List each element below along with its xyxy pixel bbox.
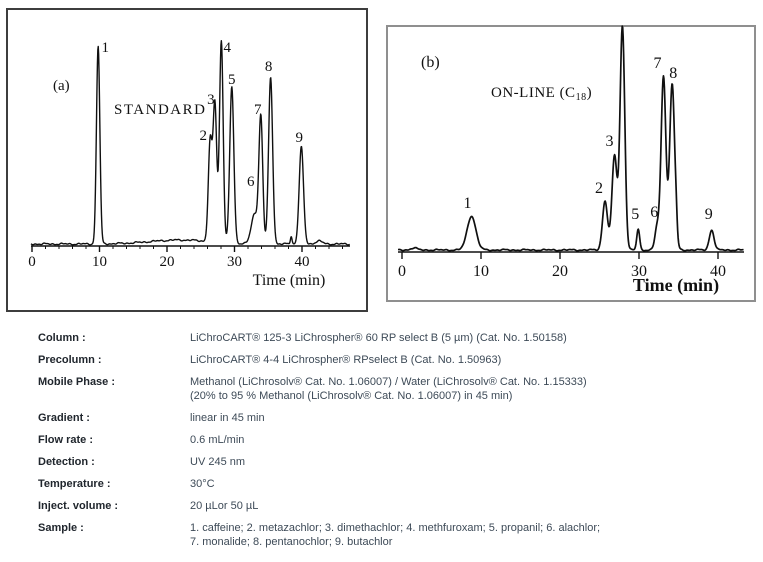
condition-label-gradient: Gradient : <box>38 412 90 424</box>
condition-value-detection: UV 245 nm <box>190 456 246 468</box>
chromatogram-panel-a: 0 10 20 30 40 Time (min) 1 2 3 4 5 6 7 8 9 (a) STANDAR… <box>6 8 368 312</box>
condition-row-detection: Detection : UV 245 nm <box>38 455 750 469</box>
peak-label-5: 5 <box>228 72 236 88</box>
x-tick-label: 10 <box>473 263 489 280</box>
peak-label-8: 8 <box>265 59 273 75</box>
condition-row-mobile-phase: Mobile Phase : Methanol (LiChrosolv® Cat.… <box>38 375 750 403</box>
x-tick-label: 0 <box>398 263 406 280</box>
peak-label-9: 9 <box>296 130 304 146</box>
peak-label-3: 3 <box>207 92 215 108</box>
condition-label-precolumn: Precolumn : <box>38 354 102 366</box>
condition-label-column: Column : <box>38 332 86 344</box>
peak-label-6: 6 <box>650 204 658 221</box>
peak-label-5: 5 <box>631 206 639 223</box>
x-tick-label: 30 <box>631 263 647 280</box>
condition-value-precolumn: LiChroCART® 4-4 LiChrospher® RPselect B … <box>190 354 502 366</box>
x-tick-label: 20 <box>160 254 175 270</box>
panel-b-title-main: ON-LINE (C <box>491 85 576 101</box>
chromatogram-panel-b: 0 10 20 30 40 Time (min) 1 2 3 5 6 7 8 9 (b) ON-LINE … <box>386 25 756 302</box>
condition-row-sample: Sample : 1. caffeine; 2. metazachlor; 3. … <box>38 521 750 549</box>
x-tick-label: 40 <box>295 254 310 270</box>
condition-value-column: LiChroCART® 125-3 LiChrospher® 60 RP sel… <box>190 332 567 344</box>
condition-value-inject-volume: 20 µLor 50 µL <box>190 500 259 512</box>
panel-b-label: (b) <box>421 54 440 71</box>
peak-label-8: 8 <box>669 65 677 82</box>
condition-label-detection: Detection : <box>38 456 95 468</box>
condition-row-gradient: Gradient : linear in 45 min <box>38 411 750 425</box>
condition-label-mobile-phase: Mobile Phase : <box>38 376 116 388</box>
x-tick-label: 20 <box>552 263 568 280</box>
chromatogram-a-plot: 0 10 20 30 40 Time (min) 1 2 3 4 5 6 7 8 9 <box>28 40 351 289</box>
chromatogram-trace <box>30 40 351 246</box>
condition-value-sample: 1. caffeine; 2. metazachlor; 3. dimethac… <box>190 522 601 548</box>
peak-label-7: 7 <box>654 55 662 72</box>
x-tick-label: 10 <box>92 254 107 270</box>
peak-label-3: 3 <box>606 133 614 150</box>
panel-b-title-close: ) <box>586 85 593 101</box>
condition-label-temperature: Temperature : <box>38 478 111 490</box>
x-tick-label: 0 <box>28 254 36 270</box>
condition-label-sample: Sample : <box>38 522 84 534</box>
x-tick-label: 40 <box>710 263 726 280</box>
condition-value-gradient: linear in 45 min <box>190 412 265 424</box>
condition-row-precolumn: Precolumn : LiChroCART® 4-4 LiChrospher® … <box>38 353 750 367</box>
condition-value-temperature: 30°C <box>190 478 215 490</box>
peak-label-9: 9 <box>705 206 713 223</box>
condition-label-flow-rate: Flow rate : <box>38 434 94 446</box>
condition-value-flow-rate: 0.6 mL/min <box>190 434 245 446</box>
condition-row-inject-volume: Inject. volume : 20 µLor 50 µL <box>38 499 750 513</box>
panel-b-title-subscript: 18 <box>575 92 587 103</box>
peak-label-1: 1 <box>101 40 109 56</box>
condition-row-flow-rate: Flow rate : 0.6 mL/min <box>38 433 750 447</box>
condition-value-mobile-phase: Methanol (LiChrosolv® Cat. No. 1.06007) … <box>190 376 587 402</box>
condition-label-inject-volume: Inject. volume : <box>38 500 119 512</box>
condition-row-column: Column : LiChroCART® 125-3 LiChrospher® 6… <box>38 331 750 345</box>
x-axis-title: Time (min) <box>253 272 326 289</box>
peak-label-7: 7 <box>254 102 262 118</box>
x-axis-title: Time (min) <box>633 275 719 296</box>
chromatogram-trace <box>397 25 744 252</box>
condition-row-temperature: Temperature : 30°C <box>38 477 750 491</box>
panel-a-label: (a) <box>53 78 70 94</box>
panel-a-title: STANDARD <box>114 102 207 118</box>
x-tick-label: 30 <box>227 254 242 270</box>
peak-label-1: 1 <box>464 195 472 212</box>
peak-label-6: 6 <box>247 174 255 190</box>
peak-label-2: 2 <box>199 128 207 144</box>
panel-b-title: ON-LINE (C18) <box>491 85 592 103</box>
peak-label-2: 2 <box>595 180 603 197</box>
peak-label-4: 4 <box>224 40 232 56</box>
conditions-table: Column : LiChroCART® 125-3 LiChrospher® 6… <box>38 331 750 557</box>
